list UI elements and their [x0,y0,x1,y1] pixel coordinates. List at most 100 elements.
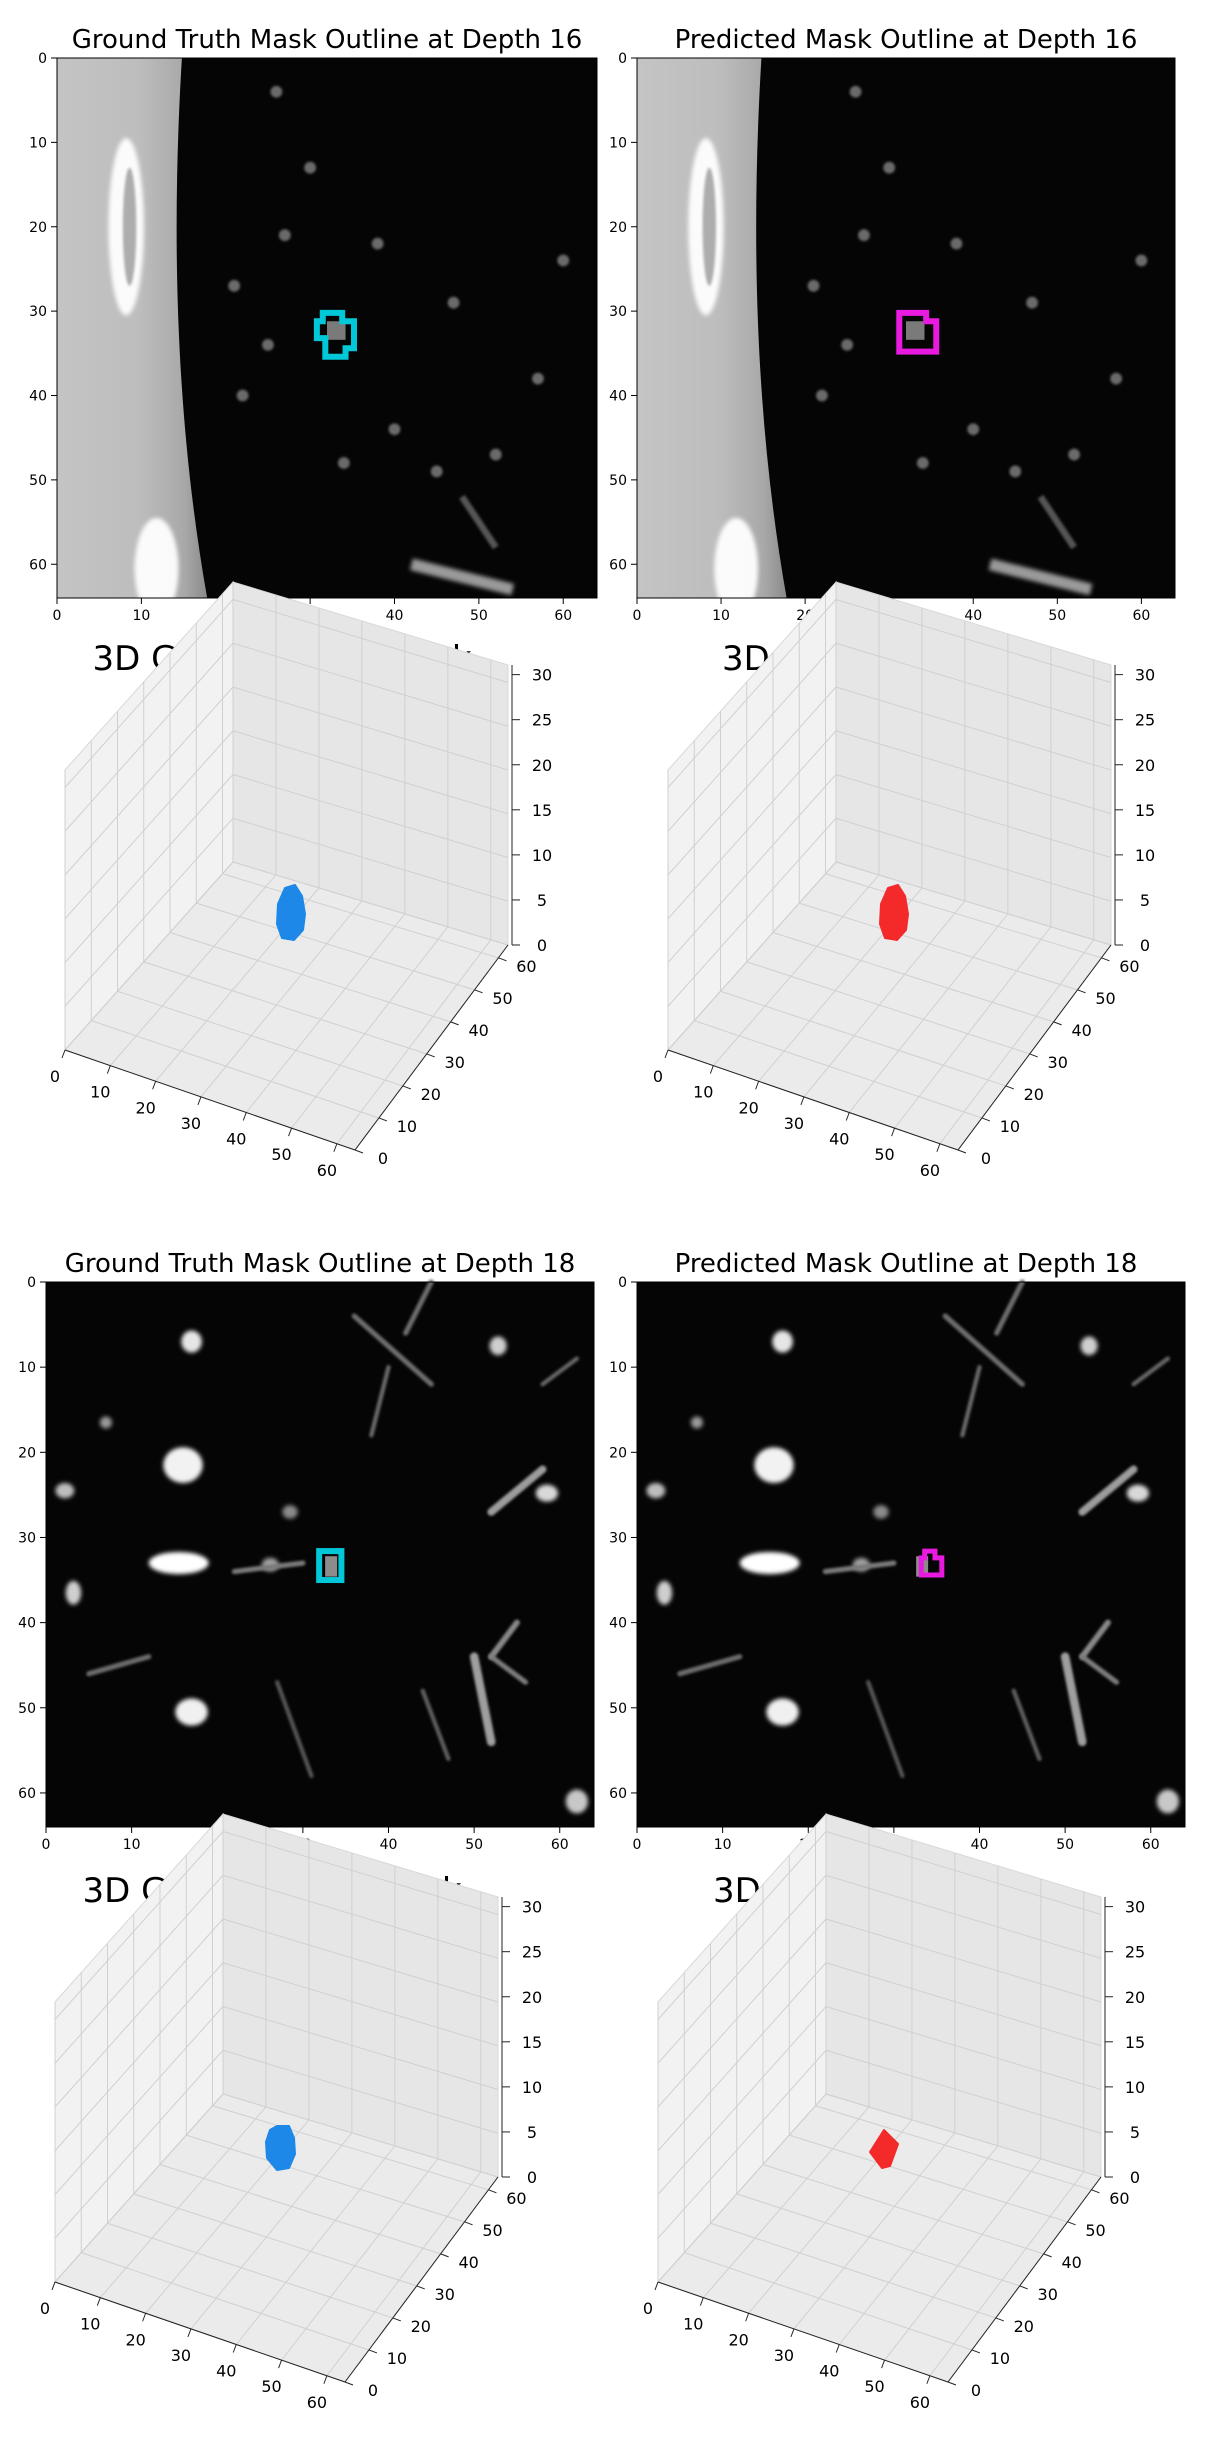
y-tick [368,2349,378,2354]
rib-streak [122,167,137,286]
vessel-blob [535,1484,559,1502]
image-title: Ground Truth Mask Outline at Depth 16 [72,25,583,55]
y-tick-label: 0 [368,2381,378,2400]
wall-grid [825,1831,1102,1915]
x-tick-label: 50 [271,1145,291,1164]
ct-image [56,57,598,620]
floor-grid [929,2171,1085,2377]
x-tick-label: 0 [633,608,642,624]
y-axis: 0 10 20 30 40 50 60 [29,51,57,573]
ct-image [636,1279,1186,1828]
y-tick [474,989,483,994]
wall-grid [64,817,234,1007]
floor-grid [712,874,880,1066]
y-tick-label: 20 [29,220,47,236]
y-tick [378,1117,388,1122]
wall-grid [835,774,1112,858]
y-tick-label: 0 [38,51,47,67]
vessel-line [231,1560,306,1575]
z-tick-label: 10 [522,2078,542,2097]
floor-grid [196,902,475,991]
wall-grid [667,599,837,788]
y-tick-label: 60 [1119,957,1139,976]
floor-grid [815,2105,1092,2191]
z-tick-label: 15 [522,2033,542,2052]
wall-grid [835,686,1112,771]
y-tick-label: 10 [387,2349,407,2368]
x-tick [51,2281,56,2291]
mask-volume [879,884,909,941]
y-tick-label: 60 [18,1786,36,1802]
floor-grid [133,2193,417,2287]
wall-grid [232,599,509,683]
vessel-line [1037,494,1077,550]
y-tick [957,1149,967,1154]
y-tick-label: 40 [468,1021,488,1040]
vessel-dot [532,372,544,385]
y-tick-label: 60 [1109,2189,1129,2208]
y-tick-label: 50 [492,989,512,1008]
floor-grid [109,874,277,1066]
vessel-blob [656,1580,673,1605]
chest-wall [57,58,208,598]
y-tick-label: 30 [1048,1053,1068,1072]
vessel-line [351,1313,434,1387]
panel-pred-depth16: Predicted Mask Outline at Depth 16 01020… [609,25,1176,1180]
vessel-dot [967,423,980,436]
y-tick [464,2221,473,2226]
vessel-line [822,1560,897,1575]
z-tick-label: 5 [537,891,547,910]
y-tick [488,2189,497,2194]
floor-grid [143,961,427,1055]
x-tick [845,1112,850,1121]
vessel-line [1011,1688,1042,1762]
vessel-dot [916,457,929,469]
z-tick-label: 25 [522,1943,542,1962]
z-tick-label: 15 [1135,801,1155,820]
wall-grid [825,1962,1102,2047]
y-tick-label: 0 [618,1275,627,1291]
wall-grid [64,599,234,788]
vessel-dot [489,448,502,461]
x-tick-label: 0 [50,1067,60,1086]
x-tick [699,2297,704,2306]
vessel-line [988,558,1093,596]
vessel-line [403,1279,434,1336]
y-tick-label: 0 [378,1149,388,1168]
vessel-blob [565,1789,589,1814]
vessel-blob [772,1330,793,1353]
x-tick [664,1049,669,1059]
x-tick [835,2344,840,2353]
y-axis: 0 10 20 30 40 50 60 [609,51,637,573]
mask-outline [918,1548,945,1578]
y-tick [1019,2285,1028,2290]
floor-grid [884,2158,1042,2361]
floor-grid [789,2134,1068,2223]
vessel-dot [1068,448,1081,461]
image-background [637,1282,1185,1827]
y-tick-label: 30 [1038,2285,1058,2304]
y-tick-label: 40 [609,1616,627,1632]
floor-grid [720,990,1006,1087]
y-tick-label: 10 [990,2349,1010,2368]
vessel-blob [1080,1336,1098,1356]
y-tick [1029,1053,1038,1058]
y-tick-label: 60 [609,1786,627,1802]
vessel-dot [262,338,274,351]
y-tick-label: 50 [18,1701,36,1717]
vessel-blob [99,1416,112,1429]
z-tick-label: 20 [532,756,552,775]
y-tick-label: 0 [618,51,627,67]
x-tick [187,2328,192,2338]
y-tick [981,1117,991,1122]
vessel-blob [163,1447,203,1483]
floor-grid [291,926,449,1129]
x-tick [881,2359,886,2369]
vessel-line [409,558,515,596]
wall-grid [835,642,1112,727]
x-tick-label: 50 [874,1145,894,1164]
x-tick [278,2359,283,2369]
z-tick-label: 0 [1140,936,1150,955]
